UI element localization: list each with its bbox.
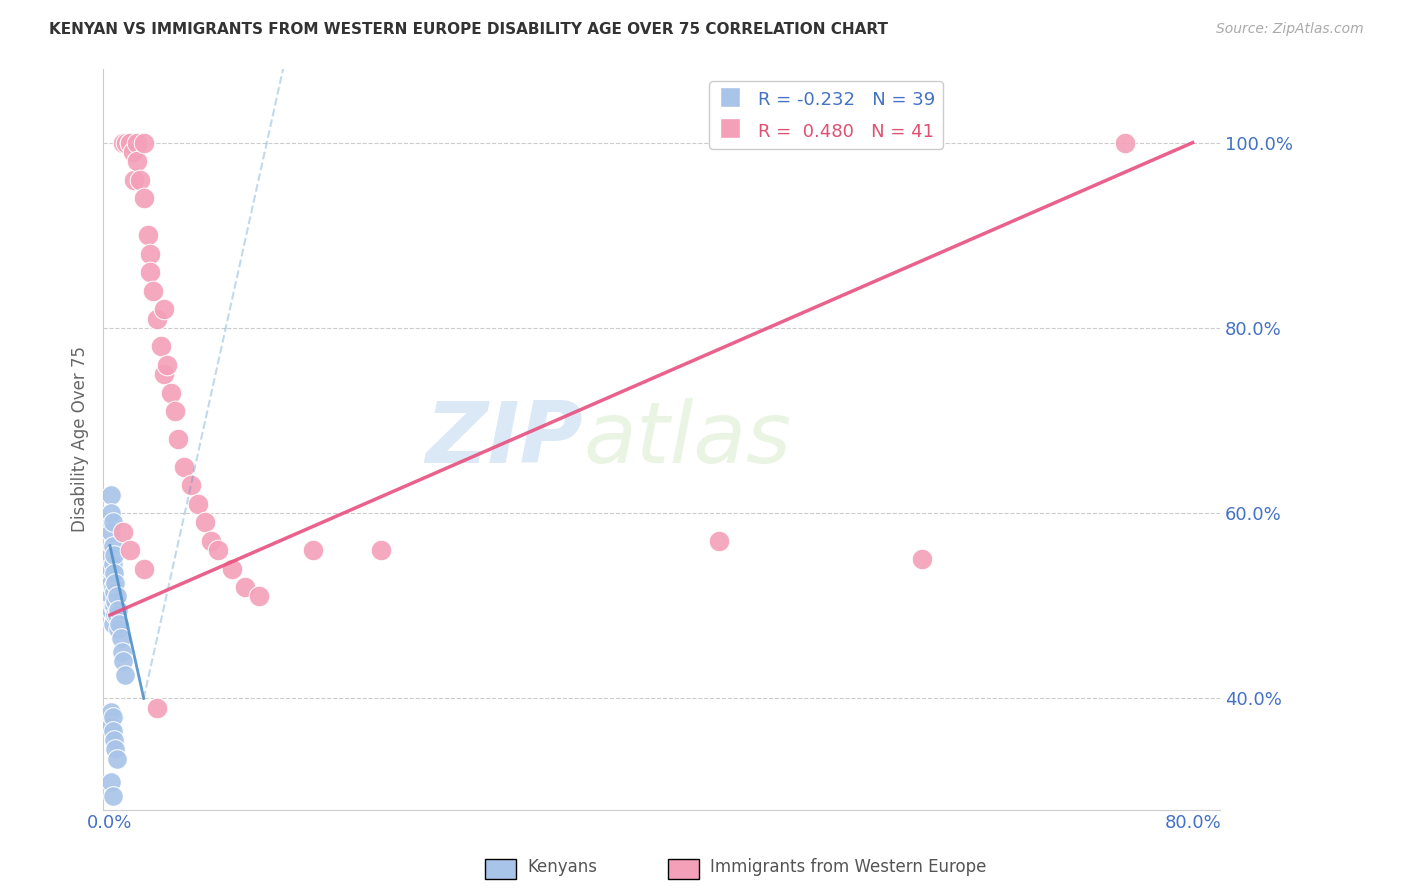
Point (112, 524, 135, 539)
Point (153, 367, 176, 381)
Point (247, 590, 270, 604)
Point (101, 557, 124, 571)
Point (103, 566, 125, 581)
Point (132, 136, 155, 150)
Point (112, 136, 135, 150)
Point (103, 585, 125, 599)
Text: KENYAN VS IMMIGRANTS FROM WESTERN EUROPE DISABILITY AGE OVER 75 CORRELATION CHAR: KENYAN VS IMMIGRANTS FROM WESTERN EUROPE… (49, 22, 889, 37)
Point (166, 432, 188, 446)
Point (221, 562, 243, 576)
Point (156, 358, 179, 372)
Point (136, 228, 159, 243)
Point (100, 524, 122, 539)
Point (108, 617, 131, 632)
Point (103, 733, 125, 747)
Point (100, 562, 122, 576)
Point (139, 247, 162, 261)
Point (132, 562, 155, 576)
Point (100, 506, 122, 520)
Point (100, 719, 122, 733)
Point (112, 654, 135, 668)
Y-axis label: Disability Age Over 75: Disability Age Over 75 (72, 346, 89, 532)
Point (114, 668, 136, 682)
Text: Immigrants from Western Europe: Immigrants from Western Europe (710, 858, 987, 876)
Point (100, 487, 122, 501)
Point (101, 710, 124, 724)
Point (150, 339, 173, 353)
Text: Source: ZipAtlas.com: Source: ZipAtlas.com (1216, 22, 1364, 37)
Point (302, 543, 325, 558)
Text: Kenyans: Kenyans (527, 858, 598, 876)
Point (100, 774, 122, 789)
Legend: R = -0.232   N = 39, R =  0.480   N = 41: R = -0.232 N = 39, R = 0.480 N = 41 (710, 81, 942, 149)
Point (163, 404, 186, 418)
Point (101, 789, 124, 803)
Point (107, 603, 129, 617)
Point (159, 385, 181, 400)
Point (104, 594, 127, 608)
Point (103, 599, 125, 613)
Point (370, 543, 392, 558)
Point (187, 497, 209, 511)
Point (111, 645, 134, 659)
Point (180, 478, 202, 492)
Point (101, 580, 124, 594)
Point (120, 136, 142, 150)
Point (101, 539, 124, 553)
Point (128, 172, 150, 186)
Point (100, 548, 122, 562)
Point (233, 580, 256, 594)
Point (120, 136, 142, 150)
Point (105, 590, 128, 604)
Point (120, 543, 142, 558)
Point (104, 742, 127, 756)
Point (194, 516, 217, 530)
Point (146, 700, 169, 714)
Point (101, 617, 124, 632)
Point (153, 302, 176, 317)
Point (101, 516, 124, 530)
Point (125, 154, 148, 169)
Point (100, 590, 122, 604)
Point (101, 599, 124, 613)
Point (142, 284, 165, 298)
Point (100, 706, 122, 720)
Point (139, 265, 162, 279)
Text: atlas: atlas (583, 398, 792, 481)
Point (707, 533, 730, 548)
Point (115, 136, 138, 150)
Point (107, 622, 129, 636)
Point (110, 631, 132, 645)
Text: ZIP: ZIP (426, 398, 583, 481)
Point (100, 603, 122, 617)
Point (146, 311, 169, 326)
Point (125, 136, 148, 150)
Point (122, 145, 145, 159)
Point (103, 548, 125, 562)
Point (200, 533, 222, 548)
Point (207, 543, 229, 558)
Point (101, 723, 124, 738)
Point (911, 552, 934, 566)
Point (122, 172, 145, 186)
Point (100, 575, 122, 590)
Point (105, 607, 128, 622)
Point (105, 751, 128, 765)
Point (104, 575, 127, 590)
Point (1114, 136, 1136, 150)
Point (173, 459, 195, 474)
Point (132, 191, 155, 205)
Point (104, 607, 127, 622)
